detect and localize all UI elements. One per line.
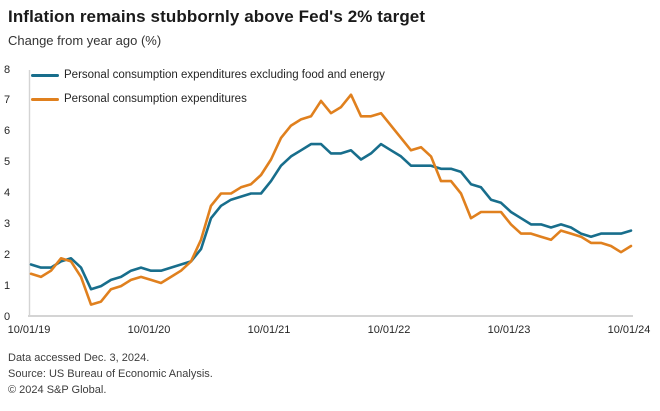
core-pce-line <box>29 142 633 291</box>
y-tick-label: 8 <box>4 63 11 76</box>
x-tick-label: 10/01/23 <box>487 324 531 336</box>
legend-label-core-pce: Personal consumption expenditures exclud… <box>64 69 385 81</box>
x-tick-label: 10/01/21 <box>247 324 291 336</box>
y-tick-label: 5 <box>4 156 11 169</box>
footer-note-data-accessed: Data accessed Dec. 3, 2024. <box>8 352 150 364</box>
footer-note-source: Source: US Bureau of Economic Analysis. <box>8 368 213 380</box>
y-tick-label: 3 <box>4 217 11 230</box>
x-tick-label: 10/01/19 <box>7 324 51 336</box>
y-tick-label: 1 <box>4 279 11 292</box>
y-tick-label: 2 <box>4 248 11 261</box>
core-pce-line-swatch <box>31 73 59 77</box>
y-tick-label: 0 <box>4 310 11 323</box>
y-tick-label: 4 <box>4 187 11 199</box>
legend: Personal consumption expenditures exclud… <box>31 63 385 111</box>
footer: Data accessed Dec. 3, 2024. Source: US B… <box>8 350 213 398</box>
chart-subtitle: Change from year ago (%) <box>8 33 162 48</box>
legend-item-core-pce: Personal consumption expenditures exclud… <box>31 63 385 87</box>
y-tick-label: 6 <box>4 125 11 138</box>
legend-item-headline-pce: Personal consumption expenditures <box>31 87 385 111</box>
x-tick-label: 10/01/24 <box>607 324 651 336</box>
chart-title: Inflation remains stubbornly above Fed's… <box>8 7 426 26</box>
footer-note-copyright: © 2024 S&P Global. <box>8 384 107 396</box>
y-tick-label: 7 <box>4 94 11 107</box>
x-tick-label: 10/01/22 <box>367 324 411 336</box>
legend-label-headline-pce: Personal consumption expenditures <box>64 93 247 105</box>
headline-pce-line-swatch <box>31 97 59 101</box>
headline-pce-line <box>29 93 633 306</box>
x-tick-label: 10/01/20 <box>127 324 171 336</box>
